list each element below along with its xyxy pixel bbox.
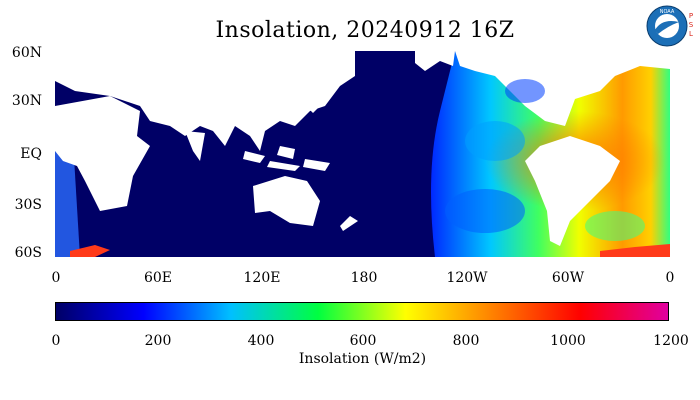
noaa-logo: NOAA P S L xyxy=(646,5,694,47)
lat-label-30n: 30N xyxy=(11,93,42,109)
land-masses xyxy=(55,51,670,246)
lat-label-eq: EQ xyxy=(20,146,42,162)
lon-label-0-east: 0 xyxy=(665,270,675,286)
lon-label-180: 180 xyxy=(350,270,378,286)
colorbar-tick-1200: 1200 xyxy=(653,333,689,349)
svg-text:P: P xyxy=(689,12,693,20)
colorbar-tick-800: 800 xyxy=(452,333,480,349)
colorbar xyxy=(55,302,669,321)
svg-text:L: L xyxy=(689,30,693,38)
colorbar-tick-200: 200 xyxy=(144,333,172,349)
lat-label-30s: 30S xyxy=(14,197,42,213)
insolation-map xyxy=(55,51,670,257)
lon-label-120w: 120W xyxy=(446,270,488,286)
colorbar-tick-1000: 1000 xyxy=(550,333,586,349)
colorbar-title: Insolation (W/m2) xyxy=(298,351,427,367)
colorbar-tick-600: 600 xyxy=(349,333,377,349)
lon-label-60w: 60W xyxy=(551,270,585,286)
svg-text:NOAA: NOAA xyxy=(660,9,675,15)
svg-text:S: S xyxy=(689,21,694,29)
lon-label-60e: 60E xyxy=(143,270,173,286)
lon-label-120e: 120E xyxy=(243,270,281,286)
lon-label-0: 0 xyxy=(51,270,61,286)
lat-label-60n: 60N xyxy=(11,45,42,61)
map-title: Insolation, 20240912 16Z xyxy=(215,18,515,43)
colorbar-tick-0: 0 xyxy=(51,333,61,349)
lat-label-60s: 60S xyxy=(14,245,42,261)
colorbar-tick-400: 400 xyxy=(247,333,275,349)
